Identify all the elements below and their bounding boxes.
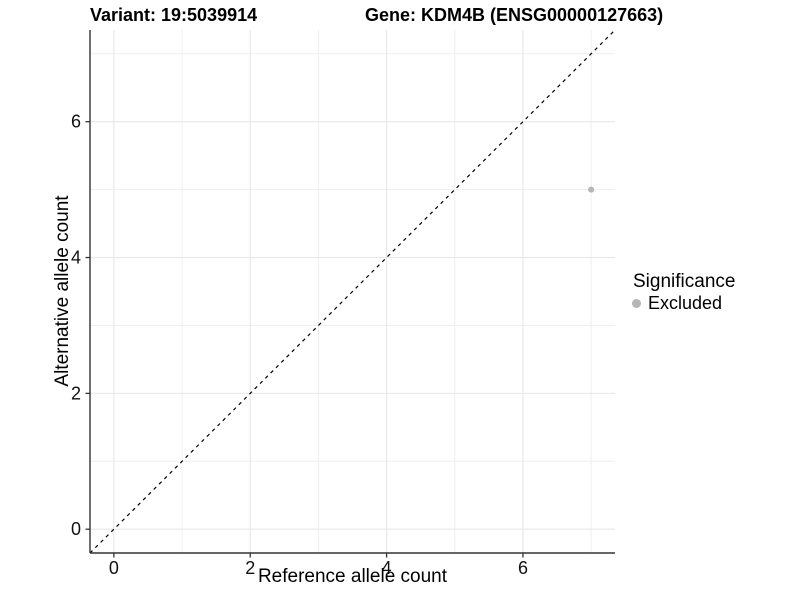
y-tick-label: 0 [71,519,81,539]
plot-title-gene: Gene: KDM4B (ENSG00000127663) [365,5,664,25]
excluded-point-icon [632,299,641,308]
legend-entry-label: Excluded [648,293,723,313]
x-tick-label: 4 [382,558,392,578]
data-point [588,186,595,193]
identity-dashed-line [89,29,616,554]
legend: Significance Excluded [631,271,735,314]
y-tick-label: 4 [71,248,81,268]
y-tick-label: 6 [71,112,81,132]
plot-title-variant: Variant: 19:5039914 [90,5,258,25]
legend-title: Significance [633,271,736,292]
legend-entry: Excluded [631,293,735,314]
x-tick-label: 0 [109,558,119,578]
x-axis-title: Reference allele count [257,566,448,587]
x-tick-label: 2 [245,558,255,578]
y-tick-label: 2 [71,383,81,403]
y-axis-title: Alternative allele count [52,195,73,387]
x-tick-label: 6 [518,558,528,578]
